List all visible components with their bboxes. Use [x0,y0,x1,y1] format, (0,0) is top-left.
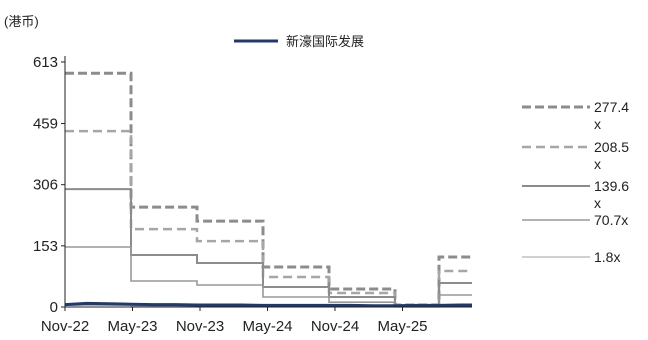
plot-area [64,71,472,308]
band-legend: 277.4 x 208.5 x 139.6 x70.7x 1.8x [522,99,629,265]
y-tick-label: 613 [33,54,58,71]
band-line-70.7x [65,246,472,308]
y-axis: 0 153 306 459 613 [33,54,66,316]
y-tick-label: 0 [50,299,58,316]
band-legend-label-1.8x: 1.8x [594,249,620,265]
x-tick-label: May-24 [242,318,292,335]
y-tick-label: 306 [33,177,58,194]
x-tick-label: May-25 [377,318,427,335]
legend-price-label: 新濠国际发展 [286,34,364,49]
x-tick-label: Nov-22 [41,318,89,335]
x-tick-label: Nov-23 [176,318,224,335]
band-line-208.5x [65,129,472,307]
x-tick-label: Nov-24 [311,318,359,335]
x-tick-label: May-23 [107,318,157,335]
y-tick-label: 459 [33,116,58,133]
band-legend-label-70.7x: 70.7x [594,212,628,228]
price-series-line [64,301,472,308]
band-legend-label-139.6x: 139.6 x [594,178,629,211]
x-axis: Nov-22 May-23 Nov-23 May-24 Nov-24 May-25 [41,306,472,335]
y-tick-label: 153 [33,238,58,255]
y-unit-label: (港币) [4,14,39,29]
band-legend-label-208.5x: 208.5 x [594,139,629,172]
band-legend-label-277.4x: 277.4 x [594,99,629,132]
